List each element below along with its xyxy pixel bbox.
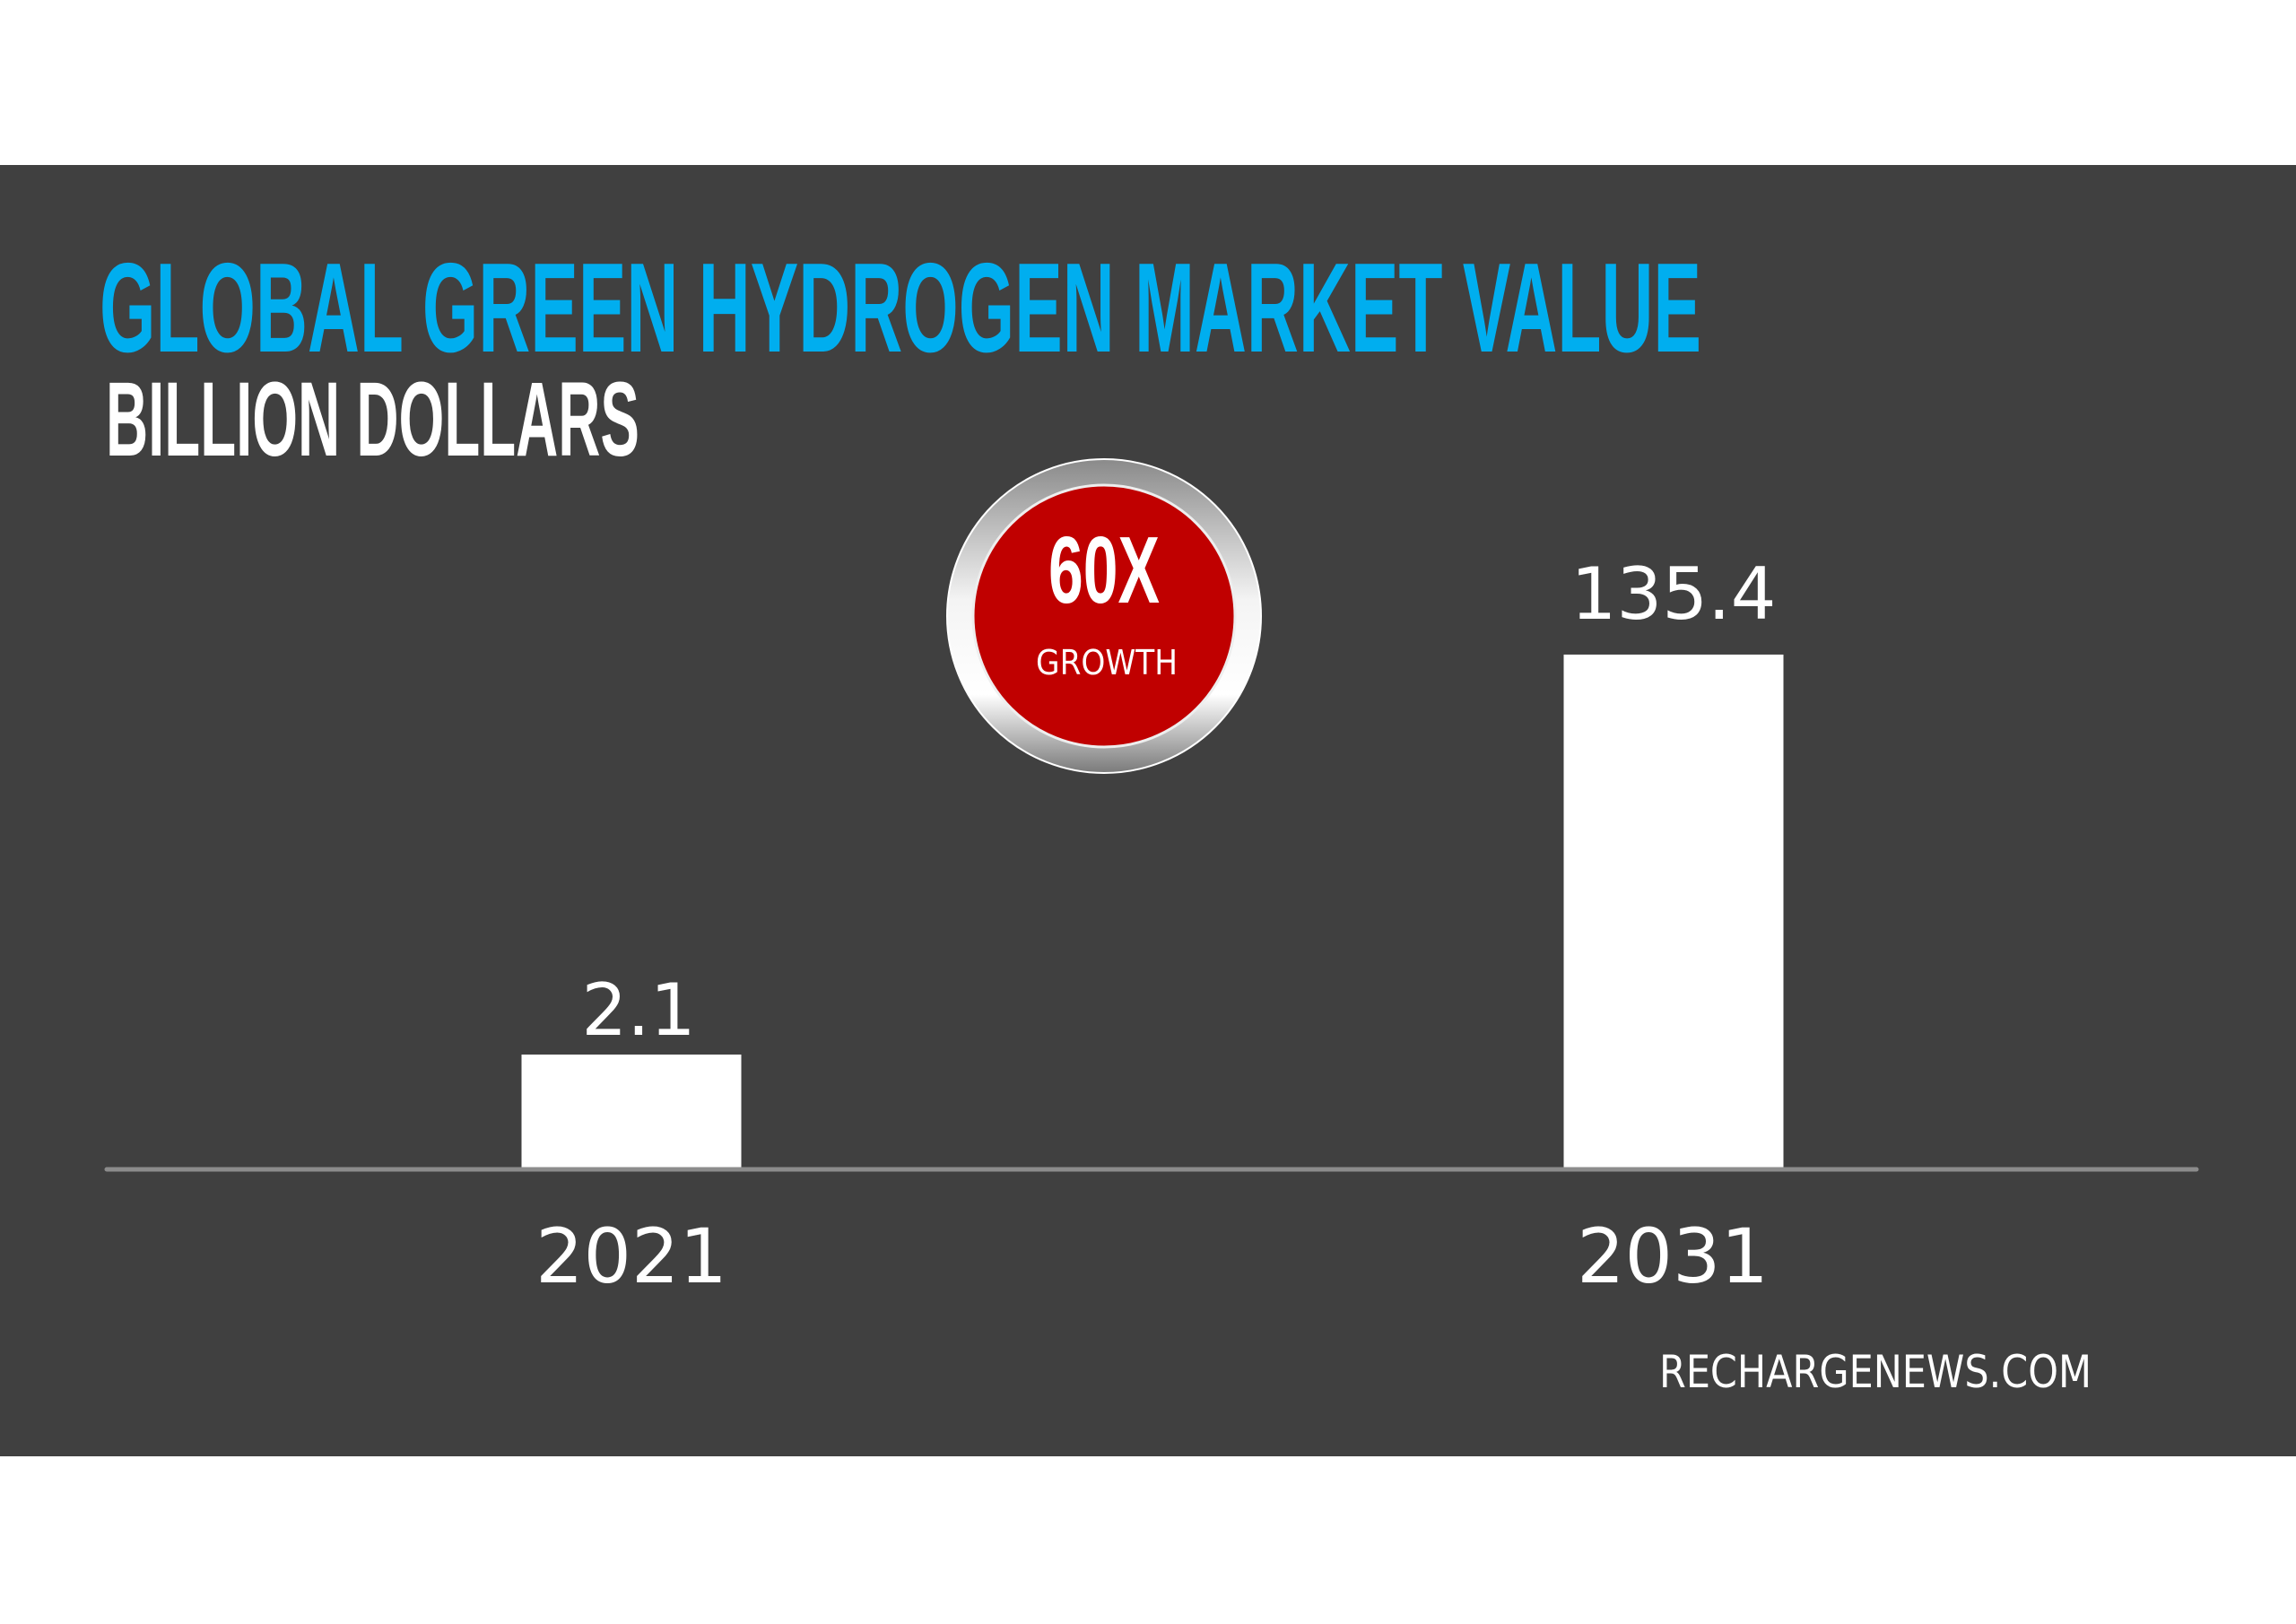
growth-badge: 60X GROWTH [946, 458, 1262, 774]
x-tick-label-2021: 2021 [535, 1212, 727, 1300]
badge-fill [971, 483, 1237, 749]
source-credit: RECHARGENEWS.COM [1659, 1346, 2092, 1398]
bar-2031 [1563, 654, 1784, 1168]
bar-value-label-2021: 2.1 [581, 968, 695, 1052]
background-panel [0, 165, 2296, 1456]
x-tick-label-2031: 2031 [1577, 1212, 1769, 1300]
bar-2021 [521, 1054, 742, 1168]
badge-label: GROWTH [1036, 643, 1178, 682]
bar-value-label-2031: 135.4 [1570, 552, 1776, 636]
chart-subtitle: BILLION DOLLARS [106, 360, 639, 479]
chart-title: GLOBAL GREEN HYDROGEN MARKET VALUE [100, 237, 1701, 379]
badge-value: 60X [1048, 517, 1160, 623]
bars [521, 654, 1784, 1168]
